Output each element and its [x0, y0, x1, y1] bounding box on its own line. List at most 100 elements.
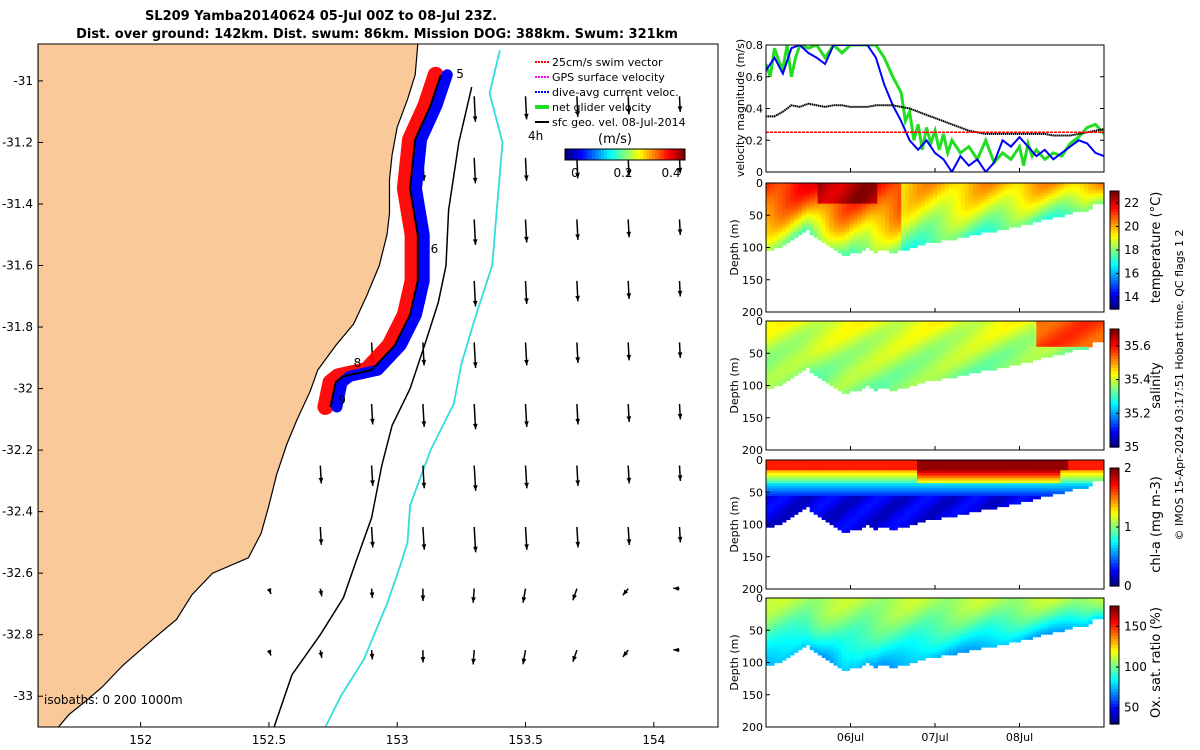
section-cell: [770, 214, 775, 218]
section-cell: [813, 357, 819, 361]
section-colorbar-cell: [1110, 432, 1119, 436]
section-cell: [837, 185, 843, 189]
section-cell: [1016, 193, 1022, 197]
geo-arrow-head: [421, 359, 427, 366]
section-cell: [793, 323, 799, 327]
section-cell: [976, 341, 982, 345]
section-cell: [770, 385, 775, 389]
section-cell: [793, 193, 799, 197]
section-cell: [825, 323, 831, 327]
section-cell: [1028, 203, 1033, 207]
section-cell: [821, 475, 827, 479]
geo-arrow-head: [677, 352, 683, 358]
section-cell: [801, 470, 807, 474]
section-cell: [833, 216, 839, 220]
section-cell: [913, 224, 918, 228]
section-cell: [992, 203, 998, 207]
section-cell: [829, 349, 835, 353]
section-cell: [841, 375, 847, 379]
section-cell: [1032, 203, 1037, 207]
section-cell: [829, 214, 835, 218]
section-cell: [873, 341, 878, 345]
section-cell: [905, 511, 910, 515]
section-cell: [865, 344, 870, 348]
section-cell: [893, 385, 898, 389]
section-cell: [921, 380, 926, 384]
section-cell: [1044, 211, 1049, 215]
section-cell: [1036, 195, 1041, 200]
section-cell: [781, 193, 787, 197]
section-cell: [1040, 195, 1045, 200]
section-cell: [1012, 193, 1018, 197]
section-cell: [865, 364, 870, 369]
section-cell: [941, 336, 946, 340]
section-cell: [777, 344, 783, 348]
section-cell: [793, 328, 799, 332]
section-cell: [972, 211, 978, 215]
geo-arrow-head: [677, 413, 683, 420]
section-cell: [964, 190, 970, 194]
section-cell: [901, 385, 906, 389]
section-cell: [789, 375, 795, 379]
section-cell: [845, 475, 851, 479]
section-cell: [861, 346, 866, 350]
section-cell: [1032, 352, 1037, 356]
section-cell: [849, 352, 855, 356]
section-cell: [929, 198, 934, 202]
section-cell: [865, 475, 870, 479]
section-cell: [885, 462, 890, 466]
section-cell: [873, 226, 878, 231]
section-cell: [857, 188, 863, 192]
section-cell: [833, 214, 839, 218]
section-cell: [837, 488, 843, 492]
section-cell: [1080, 326, 1085, 330]
section-cell: [825, 242, 831, 246]
section-cell: [917, 380, 922, 384]
section-cell: [1032, 323, 1037, 327]
section-cell: [869, 519, 874, 523]
section-cell: [897, 370, 902, 374]
section-cell: [925, 323, 930, 327]
section-cell: [770, 498, 775, 502]
section-cell: [774, 359, 779, 363]
section-cell: [845, 250, 851, 254]
section-cell: [881, 370, 886, 374]
section-cell: [793, 470, 799, 474]
section-cell: [992, 352, 998, 356]
section-cell: [785, 206, 791, 210]
section-cell: [857, 357, 863, 361]
geo-arrow-head: [626, 231, 632, 238]
section-cell: [1016, 216, 1022, 220]
section-cell: [777, 372, 783, 376]
section-cell: [1092, 336, 1097, 340]
section-cell: [913, 367, 918, 371]
section-cell: [1012, 214, 1018, 218]
section-cell: [1048, 339, 1053, 343]
section-cell: [881, 333, 886, 338]
section-cell: [885, 375, 890, 379]
section-cell: [901, 467, 906, 471]
section-cell: [944, 341, 950, 345]
geo-arrow-head: [626, 539, 632, 545]
section-cell: [813, 326, 819, 330]
section-cell: [861, 491, 866, 495]
section-cell: [893, 229, 898, 233]
section-cell: [837, 524, 843, 528]
section-cell: [881, 372, 886, 376]
section-cell: [976, 333, 982, 338]
section-cell: [829, 208, 835, 212]
section-cell: [801, 503, 807, 508]
section-cell: [988, 331, 994, 335]
section-cell: [837, 514, 843, 518]
section-cell: [893, 524, 898, 528]
section-cell: [833, 219, 839, 223]
section-cell: [861, 344, 866, 348]
section-cell: [1052, 336, 1057, 340]
section-cell: [889, 491, 894, 495]
section-cell: [833, 367, 839, 371]
section-cell: [937, 208, 942, 212]
section-colorbar-cell: [1110, 405, 1119, 410]
section-cell: [781, 367, 787, 371]
section-cell: [1024, 357, 1030, 361]
section-cell: [956, 336, 962, 340]
